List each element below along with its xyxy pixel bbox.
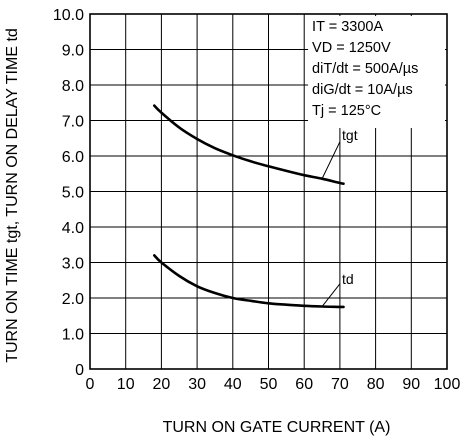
x-tick-labels: 0 10 20 30 40 50 60 70 80 90 100 <box>86 376 461 393</box>
condition-line: IT = 3300A <box>312 19 383 35</box>
condition-line: diG/dt = 10A/µs <box>312 82 413 98</box>
y-tick-label: 2.0 <box>62 291 84 308</box>
y-tick-label: 8.0 <box>62 78 84 95</box>
x-tick-label: 20 <box>153 376 171 393</box>
x-tick-label: 50 <box>260 376 278 393</box>
y-tick-label: 6.0 <box>62 149 84 166</box>
x-tick-label: 90 <box>402 376 420 393</box>
y-tick-label: 10.0 <box>53 7 84 24</box>
x-tick-label: 30 <box>188 376 206 393</box>
conditions-background <box>308 16 445 128</box>
condition-line: Tj = 125°C <box>312 103 381 119</box>
x-tick-label: 70 <box>331 376 349 393</box>
x-tick-label: 10 <box>117 376 135 393</box>
condition-line: diT/dt = 500A/µs <box>312 61 418 77</box>
y-tick-label: 4.0 <box>62 220 84 237</box>
series-leader-tgt <box>321 141 341 179</box>
x-tick-label: 80 <box>367 376 385 393</box>
y-tick-label: 9.0 <box>62 43 84 60</box>
plot-frame <box>89 13 448 370</box>
x-tick-label: 0 <box>86 376 95 393</box>
series-group: tgt td <box>153 104 358 309</box>
series-line-td <box>153 254 345 309</box>
y-tick-labels: 0 1.0 2.0 3.0 4.0 5.0 6.0 7.0 8.0 9.0 10.0 <box>53 7 84 379</box>
x-tick-label: 60 <box>295 376 313 393</box>
y-tick-label: 1.0 <box>62 327 84 344</box>
series-leader-td <box>321 283 341 307</box>
y-axis-label: TURN ON TIME tgt, TURN ON DELAY TIME td <box>4 28 21 363</box>
condition-line: VD = 1250V <box>312 40 391 56</box>
x-tick-label: 100 <box>434 376 461 393</box>
conditions-text: IT = 3300A VD = 1250V diT/dt = 500A/µs diG/… <box>312 19 418 119</box>
series-label-tgt: tgt <box>342 127 358 143</box>
x-axis-label: TURN ON GATE CURRENT (A) <box>163 419 391 436</box>
y-tick-label: 5.0 <box>62 185 84 202</box>
series-label-td: td <box>342 271 354 287</box>
conditions-box: IT = 3300A VD = 1250V diT/dt = 500A/µs diG/… <box>308 16 445 128</box>
y-tick-label: 0 <box>75 362 84 379</box>
y-tick-label: 7.0 <box>62 114 84 131</box>
y-tick-label: 3.0 <box>62 256 84 273</box>
x-tick-label: 40 <box>224 376 242 393</box>
